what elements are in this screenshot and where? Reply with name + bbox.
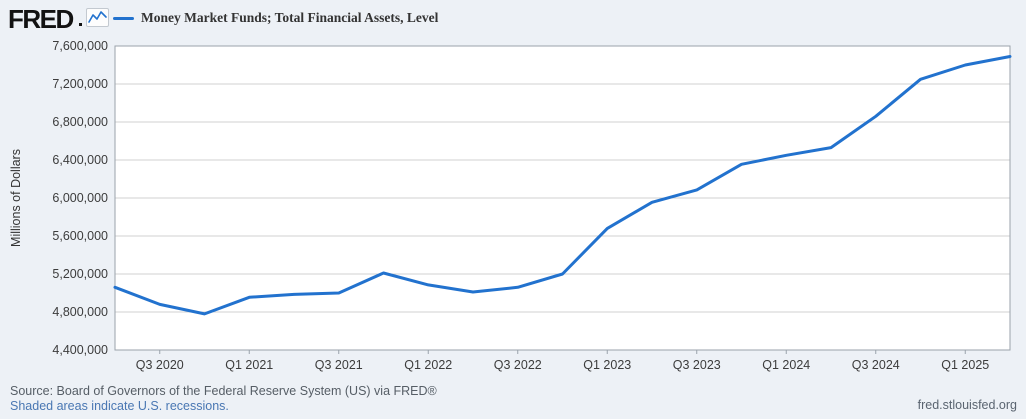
x-tick-label: Q3 2020 xyxy=(136,358,184,372)
x-tick-label: Q1 2023 xyxy=(583,358,631,372)
legend-series-label[interactable]: Money Market Funds; Total Financial Asse… xyxy=(141,10,439,25)
x-tick-label: Q3 2023 xyxy=(673,358,721,372)
data-series-line xyxy=(113,55,1012,316)
plot-frame xyxy=(114,45,1011,351)
y-tick-label: 7,600,000 xyxy=(52,39,108,53)
x-tick-label: Q1 2024 xyxy=(762,358,810,372)
y-tick-label: 7,200,000 xyxy=(52,77,108,91)
fred-sparkline-icon xyxy=(86,8,109,27)
x-tick-label: Q3 2022 xyxy=(494,358,542,372)
source-attribution: Source: Board of Governors of the Federa… xyxy=(10,384,437,398)
y-tick-label: 6,000,000 xyxy=(52,191,108,205)
y-tick-label: 4,800,000 xyxy=(52,305,108,319)
recessions-note-link[interactable]: Shaded areas indicate U.S. recessions. xyxy=(10,399,229,413)
fred-logo: FRED xyxy=(8,4,74,34)
chart-legend: Money Market Funds; Total Financial Asse… xyxy=(113,10,438,26)
x-tick-label: Q3 2021 xyxy=(315,358,363,372)
x-tick-label: Q1 2025 xyxy=(941,358,989,372)
y-tick-label: 6,800,000 xyxy=(52,115,108,129)
logo-trademark-dot xyxy=(79,23,82,26)
x-tick-label: Q1 2022 xyxy=(404,358,452,372)
line-chart-plot: 7,600,000 7,200,000 6,800,000 6,400,000 6,00… xyxy=(9,39,1012,372)
y-tick-label: 5,200,000 xyxy=(52,267,108,281)
y-tick-label: 5,600,000 xyxy=(52,229,108,243)
y-tick-label: 4,400,000 xyxy=(52,343,108,357)
site-url: fred.stlouisfed.org xyxy=(917,398,1017,412)
y-tick-label: 6,400,000 xyxy=(52,153,108,167)
y-axis-title: Millions of Dollars xyxy=(9,149,23,247)
x-tick-label: Q3 2024 xyxy=(852,358,900,372)
x-tick-label: Q1 2021 xyxy=(225,358,273,372)
legend-line-swatch xyxy=(113,16,134,20)
